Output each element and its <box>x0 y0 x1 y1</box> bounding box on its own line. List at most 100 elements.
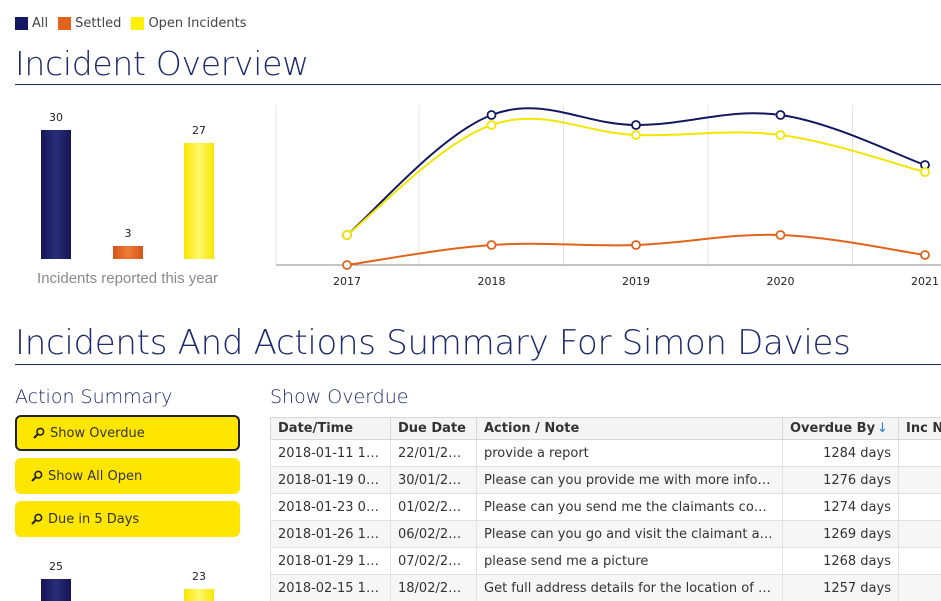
overdue-actions-table: Date/Time Due Date Action / Note Overdue… <box>270 417 941 601</box>
cell-action-note: please send me a picture <box>476 547 783 575</box>
cell-due-date: 01/02/2018 <box>390 493 477 521</box>
cell-inc-no <box>898 439 941 467</box>
data-point[interactable] <box>775 130 786 140</box>
x-tick-label: 2020 <box>767 275 795 288</box>
show-all-open-button[interactable]: Show All Open <box>15 458 240 494</box>
column-header-label: Action / Note <box>484 421 580 436</box>
cell-overdue-by: 1274 days <box>782 493 899 521</box>
cell-overdue-by: 1276 days <box>782 466 899 494</box>
cell-overdue-by: 1268 days <box>782 547 899 575</box>
cell-inc-no <box>898 574 941 601</box>
legend-item-all[interactable]: All <box>15 16 48 31</box>
column-header-label: Date/Time <box>278 421 354 436</box>
column-header-due-date[interactable]: Due Date <box>390 417 477 440</box>
incident-overview-title: Incident Overview <box>15 44 309 83</box>
table-row[interactable]: 2018-02-15 13:... 18/02/2018 Get full addr… <box>270 574 941 601</box>
x-tick-label: 2018 <box>478 275 506 288</box>
search-icon <box>31 470 43 482</box>
bar-label-all: 30 <box>49 111 63 124</box>
cell-datetime: 2018-01-29 14:... <box>270 547 391 575</box>
legend-swatch-all <box>15 17 28 30</box>
column-header-inc-no[interactable]: Inc N <box>898 417 941 440</box>
title-divider <box>15 84 941 85</box>
x-tick-label: 2021 <box>911 275 939 288</box>
show-overdue-button[interactable]: Show Overdue <box>15 415 240 451</box>
bar-chart-caption: Incidents reported this year <box>37 270 218 287</box>
data-point[interactable] <box>920 167 930 177</box>
x-tick-label: 2019 <box>622 275 650 288</box>
table-header-row: Date/Time Due Date Action / Note Overdue… <box>270 417 941 440</box>
cell-inc-no <box>898 466 941 494</box>
cell-due-date: 18/02/2018 <box>390 574 477 601</box>
data-point[interactable] <box>775 110 786 120</box>
cell-datetime: 2018-02-15 13:... <box>270 574 391 601</box>
legend-swatch-open <box>131 17 145 30</box>
table-row[interactable]: 2018-01-29 14:... 07/02/2018 please send m… <box>270 547 941 575</box>
action-bar-label-open: 23 <box>192 570 206 583</box>
data-point[interactable] <box>631 120 641 130</box>
search-icon <box>33 427 45 439</box>
cell-overdue-by: 1257 days <box>782 574 899 601</box>
column-header-action-note[interactable]: Action / Note <box>476 417 783 440</box>
cell-action-note: provide a report <box>476 439 783 467</box>
cell-action-note: Get full address details for the locatio… <box>476 574 783 601</box>
cell-action-note: Please can you send me the claimants con… <box>476 493 783 521</box>
table-row[interactable]: 2018-01-11 14:... 22/01/2018 provide a rep… <box>270 439 941 467</box>
action-summary-title: Action Summary <box>15 386 173 408</box>
data-point[interactable] <box>342 260 352 270</box>
data-point[interactable] <box>342 230 352 240</box>
cell-action-note: Please can you go and visit the claimant… <box>476 520 783 548</box>
bar-open[interactable] <box>184 143 214 259</box>
legend-item-settled[interactable]: Settled <box>58 16 121 31</box>
cell-due-date: 30/01/2018 <box>390 466 477 494</box>
show-all-open-label: Show All Open <box>48 468 143 484</box>
table-row[interactable]: 2018-01-23 08:... 01/02/2018 Please can yo… <box>270 493 941 521</box>
column-header-label: Due Date <box>398 421 466 436</box>
cell-due-date: 22/01/2018 <box>390 439 477 467</box>
data-point[interactable] <box>486 110 497 120</box>
column-header-label: Inc N <box>906 421 941 436</box>
legend-label-open: Open Incidents <box>148 16 247 31</box>
column-header-datetime[interactable]: Date/Time <box>270 417 391 440</box>
data-point[interactable] <box>631 130 641 140</box>
x-tick-label: 2017 <box>333 275 361 288</box>
bar-label-settled: 3 <box>124 227 132 240</box>
table-row[interactable]: 2018-01-19 08:... 30/01/2018 Please can yo… <box>270 466 941 494</box>
show-overdue-title: Show Overdue <box>270 386 409 408</box>
data-point[interactable] <box>486 240 497 250</box>
action-bar-label-all: 25 <box>49 560 63 573</box>
cell-inc-no <box>898 520 941 548</box>
legend-label-settled: Settled <box>75 16 122 31</box>
action-bar-open[interactable] <box>184 589 214 601</box>
chart-legend: All Settled Open Incidents <box>15 16 256 31</box>
bar-settled[interactable] <box>113 246 143 259</box>
data-point[interactable] <box>920 250 930 260</box>
cell-overdue-by: 1269 days <box>782 520 899 548</box>
data-point[interactable] <box>631 240 641 250</box>
search-icon <box>31 513 43 525</box>
data-point[interactable] <box>486 120 497 130</box>
due-in-5-days-button[interactable]: Due in 5 Days <box>15 501 240 537</box>
bar-label-open: 27 <box>192 124 206 137</box>
due-in-5-days-label: Due in 5 Days <box>48 511 140 527</box>
column-header-label: Overdue By <box>790 421 876 436</box>
legend-item-open[interactable]: Open Incidents <box>131 16 246 31</box>
cell-datetime: 2018-01-11 14:... <box>270 439 391 467</box>
summary-divider <box>15 364 941 365</box>
cell-inc-no <box>898 493 941 521</box>
show-overdue-label: Show Overdue <box>50 425 145 441</box>
column-header-overdue-by[interactable]: Overdue By ↓ <box>782 417 899 440</box>
cell-overdue-by: 1284 days <box>782 439 899 467</box>
incident-trend-line-chart: 2017 2018 2019 2020 2021 <box>275 105 941 288</box>
legend-swatch-settled <box>58 17 72 30</box>
cell-datetime: 2018-01-23 08:... <box>270 493 391 521</box>
cell-datetime: 2018-01-26 15:... <box>270 520 391 548</box>
cell-due-date: 07/02/2018 <box>390 547 477 575</box>
bar-all[interactable] <box>41 130 71 259</box>
summary-title: Incidents And Actions Summary For Simon … <box>15 323 851 363</box>
legend-label-all: All <box>32 16 49 31</box>
table-row[interactable]: 2018-01-26 15:... 06/02/2018 Please can yo… <box>270 520 941 548</box>
cell-datetime: 2018-01-19 08:... <box>270 466 391 494</box>
action-bar-all[interactable] <box>41 579 71 601</box>
data-point[interactable] <box>775 230 786 240</box>
